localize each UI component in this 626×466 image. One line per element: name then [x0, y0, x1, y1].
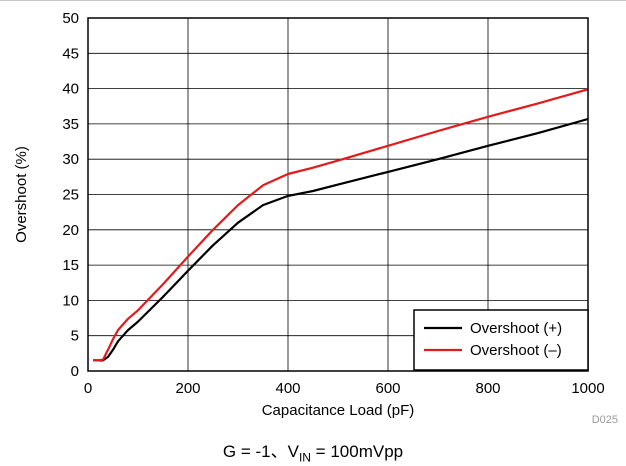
legend-label-2: Overshoot (–): [470, 342, 562, 359]
x-tick-label: 200: [175, 380, 200, 397]
chart-caption: G = -1、VIN = 100mVpp: [0, 437, 626, 464]
series-line-2: [93, 88, 589, 362]
series-line-1: [93, 117, 589, 362]
caption-prefix: G = -1、V: [222, 442, 299, 461]
x-axis-label: Capacitance Load (pF): [262, 402, 415, 419]
figure-code: D025: [592, 414, 618, 426]
legend: Overshoot (+) Overshoot (–): [413, 309, 589, 371]
x-tick-labels: 0 200 400 600 800 1000: [84, 380, 605, 397]
plot-frame: [87, 17, 589, 372]
x-tick-label: 800: [475, 380, 500, 397]
legend-box: [413, 309, 589, 371]
y-tick-label: 10: [62, 292, 79, 309]
y-axis-label: Overshoot (%): [13, 146, 30, 243]
y-tick-label: 20: [62, 222, 79, 239]
x-tick-label: 400: [275, 380, 300, 397]
y-tick-label: 0: [71, 363, 79, 380]
x-tick-label: 0: [84, 380, 92, 397]
legend-label-1: Overshoot (+): [470, 320, 562, 337]
caption-subscript: IN: [298, 450, 311, 465]
y-tick-label: 50: [62, 10, 79, 27]
y-tick-label: 15: [62, 257, 79, 274]
top-divider: [0, 0, 626, 1]
y-tick-label: 40: [62, 81, 79, 98]
y-tick-label: 45: [62, 45, 79, 62]
y-tick-label: 35: [62, 116, 79, 133]
y-tick-labels: 0 5 10 15 20 25 30 35 40 45 50: [62, 10, 79, 380]
x-tick-label: 1000: [571, 380, 604, 397]
y-tick-label: 5: [71, 328, 79, 345]
x-tick-label: 600: [375, 380, 400, 397]
series-lines: [93, 88, 589, 362]
y-tick-label: 30: [62, 151, 79, 168]
y-tick-label: 25: [62, 187, 79, 204]
caption-suffix: = 100mVpp: [310, 442, 404, 461]
